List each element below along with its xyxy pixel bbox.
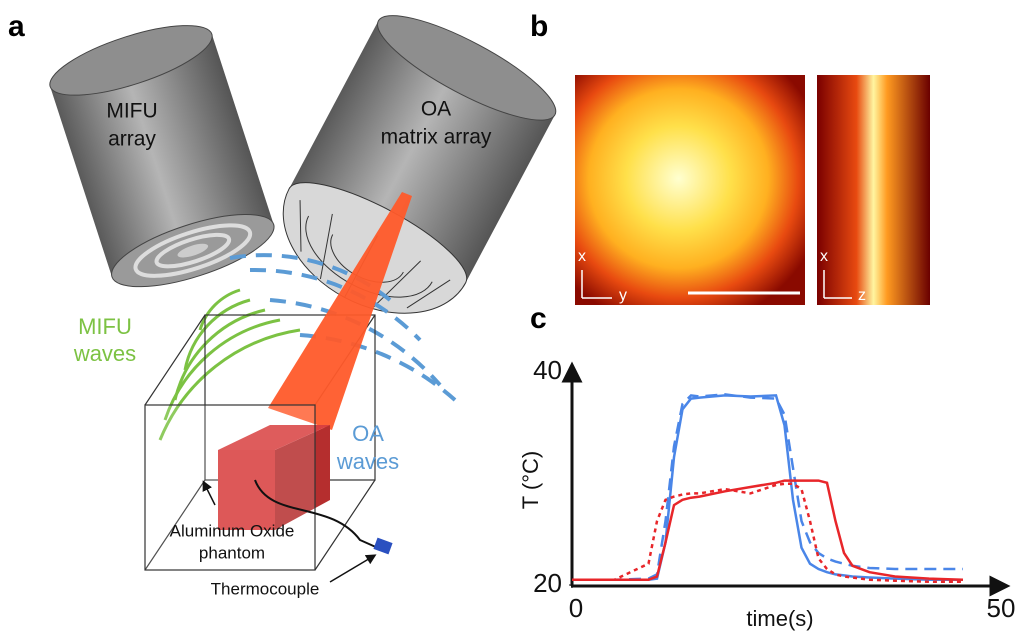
y-tick-label: 20 [533,568,562,598]
heatmap-image [817,75,930,305]
heatmap-image [575,75,805,305]
axis-label: y [619,287,627,304]
label: waves [336,449,399,474]
panel-label: c [530,302,547,335]
data-line [572,481,963,580]
label: Aluminum Oxide [170,521,295,540]
x-tick-label: 50 [987,593,1016,623]
label: Thermocouple [211,579,320,598]
thermocouple-plug [373,538,392,555]
label: array [108,128,156,151]
x-tick-label: 0 [569,593,583,623]
panel-label: a [8,10,25,43]
label: MIFU [106,100,157,123]
oa-transducer [256,0,567,344]
label: OA [421,98,451,121]
arrow [330,557,372,582]
y-axis-label: T (°C) [518,451,543,510]
label: MIFU [78,314,132,339]
y-tick-label: 40 [533,355,562,385]
axis-label: x [820,248,828,265]
figure: a MIFU array OA matrix array MIFU waves … [0,0,1029,635]
label: OA [352,421,384,446]
label: waves [73,341,136,366]
x-axis-label: time(s) [746,606,813,631]
panel-label: b [530,10,548,43]
mifu-transducer [43,11,282,301]
data-line [572,484,963,582]
label: phantom [199,543,265,562]
axis-label: x [578,248,586,265]
label: matrix array [381,126,492,149]
axis-label: z [858,287,866,304]
